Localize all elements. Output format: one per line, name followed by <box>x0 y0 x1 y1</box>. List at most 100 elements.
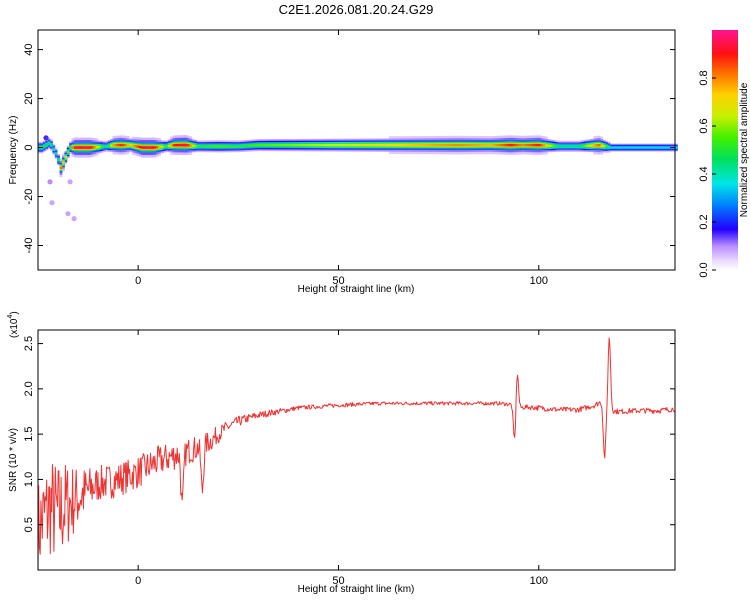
heatmap-cell <box>122 143 125 147</box>
heatmap-cell <box>321 143 325 147</box>
heatmap-cell <box>449 143 452 147</box>
heatmap-frame <box>37 29 676 271</box>
heatmap-cell <box>110 144 113 147</box>
heatmap-cell <box>338 143 342 147</box>
heatmap-cell <box>386 143 390 147</box>
heatmap-cell <box>208 145 212 148</box>
snr-y-tick-label: 2.5 <box>23 336 35 351</box>
heatmap-cell <box>146 146 149 149</box>
heatmap-cell <box>425 143 428 147</box>
heatmap-cell <box>328 143 332 147</box>
snr-y-tick-label: 2.0 <box>23 381 35 396</box>
heatmap-cell <box>566 145 570 148</box>
heatmap-cell <box>117 143 121 147</box>
heatmap-cell <box>610 146 613 149</box>
heatmap-cell <box>533 143 536 147</box>
heatmap-cell <box>189 144 193 147</box>
heatmap-cell <box>150 146 154 149</box>
heatmap-cell <box>47 142 51 145</box>
heatmap-cell <box>391 143 395 147</box>
heatmap-cell <box>95 145 99 149</box>
heatmap-cell <box>114 143 118 147</box>
snr-y-tick-label: 1.0 <box>23 472 35 487</box>
heatmap-cell <box>646 146 649 149</box>
heatmap-cell <box>211 145 214 148</box>
heatmap-cell <box>215 145 219 148</box>
heatmap-cell <box>619 146 623 149</box>
heatmap-cell <box>583 144 587 148</box>
heatmap-cell <box>381 143 385 147</box>
heatmap-cell <box>360 143 363 147</box>
heatmap-cell <box>280 144 284 147</box>
heatmap-cell <box>42 145 46 148</box>
heatmap-cell <box>343 143 346 147</box>
heatmap-cell <box>374 143 378 147</box>
heatmap-cell <box>244 144 248 147</box>
heatmap-cell <box>535 143 539 147</box>
heatmap-cell <box>542 144 546 147</box>
heatmap-blob <box>47 179 53 185</box>
heatmap-cell <box>333 143 337 147</box>
heatmap-cell <box>316 143 320 147</box>
heatmap-cell <box>648 146 652 149</box>
heatmap-cell <box>66 150 70 154</box>
heatmap-cell <box>574 145 577 148</box>
heatmap-cell <box>93 145 96 149</box>
heatmap-cell <box>665 146 669 149</box>
heatmap-cell <box>537 143 541 147</box>
heatmap-cell <box>81 146 84 149</box>
heatmap-cell <box>203 145 207 148</box>
heatmap-cell <box>290 144 294 147</box>
heatmap-cell <box>408 143 411 147</box>
colorbar-ticks: 0.0 0.2 0.4 0.6 0.8 <box>698 70 716 278</box>
heatmap-cell <box>598 143 601 147</box>
heatmap-blob <box>49 200 55 206</box>
heatmap-cell <box>463 143 467 147</box>
heatmap-cell <box>254 144 258 147</box>
heatmap-cell <box>249 144 253 147</box>
heatmap-y-tick-label: 40 <box>23 43 35 55</box>
heatmap-cell <box>660 146 664 149</box>
heatmap-cell <box>388 143 392 147</box>
heatmap-cell <box>376 143 380 147</box>
heatmap-cell <box>112 143 116 147</box>
heatmap-cell <box>506 143 510 147</box>
heatmap-cell <box>638 146 642 149</box>
heatmap-cell <box>590 144 594 147</box>
heatmap-cell <box>458 143 462 147</box>
heatmap-cell <box>300 144 303 147</box>
snr-y-tick-label: 0.5 <box>23 517 35 532</box>
heatmap-cell <box>182 143 185 147</box>
heatmap-cell <box>482 143 486 147</box>
heatmap-cell <box>513 143 517 147</box>
heatmap-x-axis-label: Height of straight line (km) <box>298 284 415 295</box>
snr-x-axis-label: Height of straight line (km) <box>298 584 415 595</box>
heatmap-cell <box>278 144 282 147</box>
heatmap-cell <box>235 145 238 148</box>
heatmap-cell <box>355 143 358 147</box>
heatmap-cell <box>614 146 618 149</box>
heatmap-cell <box>523 143 527 147</box>
heatmap-cell <box>184 143 188 147</box>
snr-plot-area <box>38 330 675 570</box>
heatmap-cell <box>564 145 568 148</box>
heatmap-cell <box>102 145 106 148</box>
heatmap-cell <box>119 143 123 147</box>
snr-multiplier-exponent: 4 <box>7 315 14 319</box>
heatmap-cell <box>126 143 130 147</box>
snr-y-ticks: 0.5 1.0 1.5 2.0 2.5 <box>23 336 675 532</box>
heatmap-cell <box>453 143 457 147</box>
heatmap-cell <box>304 143 308 147</box>
heatmap-cell <box>667 146 671 149</box>
heatmap-cell <box>263 144 267 147</box>
heatmap-cell <box>562 145 565 148</box>
heatmap-cell <box>199 145 202 148</box>
heatmap-cell <box>588 144 592 147</box>
heatmap-cell <box>213 145 217 148</box>
colorbar-tick-label: 0.6 <box>698 118 710 133</box>
heatmap-cell <box>393 143 397 147</box>
colorbar: 0.0 0.2 0.4 0.6 0.8 Normalized spectral ampl… <box>698 30 750 278</box>
heatmap-cell <box>403 143 407 147</box>
heatmap-cell <box>675 146 678 149</box>
heatmap-cell <box>177 143 181 147</box>
